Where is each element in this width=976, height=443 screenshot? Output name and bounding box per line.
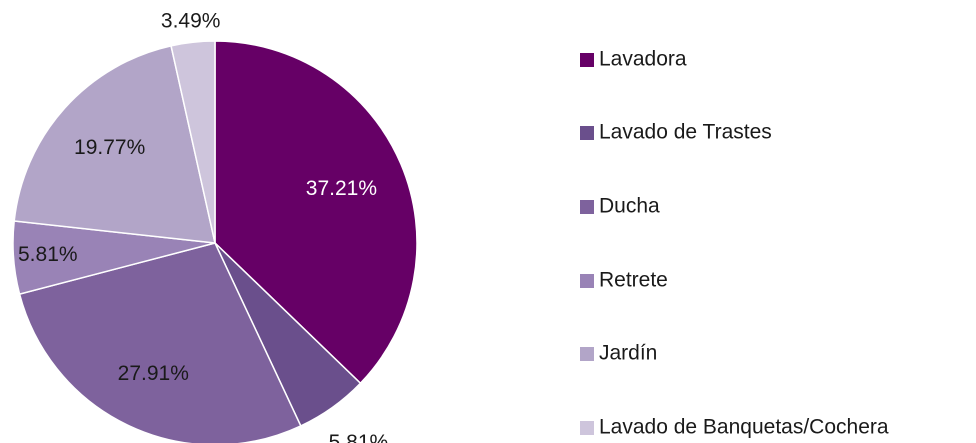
legend-swatch xyxy=(580,274,594,288)
pie-slice xyxy=(170,40,216,244)
data-label: 5.81% xyxy=(329,431,389,443)
legend-swatch xyxy=(580,126,594,140)
data-label: 3.49% xyxy=(161,10,221,33)
legend-label: Lavado de Trastes xyxy=(599,121,772,144)
legend-label: Retrete xyxy=(599,269,668,292)
legend-swatch xyxy=(580,421,594,435)
legend-swatch xyxy=(580,53,594,67)
data-label: 27.91% xyxy=(118,362,189,385)
data-label: 37.21% xyxy=(306,177,377,200)
pie-slice xyxy=(13,44,216,244)
legend-label: Lavadora xyxy=(599,48,687,71)
legend-swatch xyxy=(580,200,594,214)
pie-slice xyxy=(214,40,418,385)
legend-label: Ducha xyxy=(599,195,660,218)
legend-label: Jardín xyxy=(599,342,657,365)
data-label: 5.81% xyxy=(18,243,78,266)
data-label: 19.77% xyxy=(74,136,145,159)
legend-swatch xyxy=(580,347,594,361)
legend-label: Lavado de Banquetas/Cochera xyxy=(599,416,889,439)
pie-slice xyxy=(18,242,302,443)
